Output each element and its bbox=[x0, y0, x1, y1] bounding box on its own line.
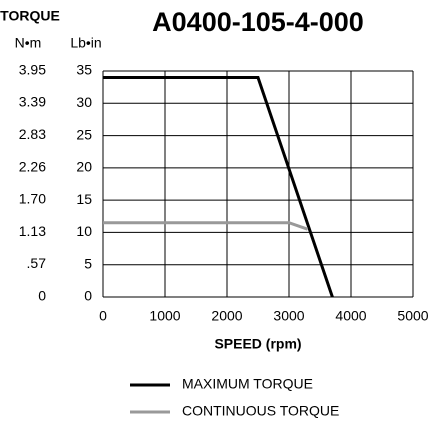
legend-label: MAXIMUM TORQUE bbox=[182, 376, 313, 392]
x-tick-label: 5000 bbox=[397, 308, 428, 324]
y2-tick-label: 3.39 bbox=[19, 94, 46, 110]
y2-tick-label: .57 bbox=[27, 255, 47, 271]
x-tick-label: 0 bbox=[99, 308, 107, 324]
x-tick-label: 4000 bbox=[335, 308, 366, 324]
series-line bbox=[103, 75, 334, 298]
y-tick-label: 10 bbox=[76, 223, 92, 239]
legend-label: CONTINUOUS TORQUE bbox=[182, 403, 339, 419]
y-tick-label: 5 bbox=[84, 255, 92, 271]
y-unit: Lb•in bbox=[70, 35, 101, 51]
y-tick-label: 25 bbox=[76, 126, 92, 142]
y2-tick-label: 1.13 bbox=[19, 223, 46, 239]
y2-tick-label: 0 bbox=[38, 288, 46, 304]
x-tick-label: 3000 bbox=[273, 308, 304, 324]
y2-tick-label: 1.70 bbox=[19, 190, 46, 206]
y2-tick-label: 2.26 bbox=[19, 158, 46, 174]
x-tick-label: 2000 bbox=[211, 308, 242, 324]
x-axis-label: SPEED (rpm) bbox=[214, 336, 301, 352]
chart-title: A0400-105-4-000 bbox=[152, 7, 364, 37]
y-tick-label: 30 bbox=[76, 94, 92, 110]
y2-unit: N•m bbox=[15, 35, 42, 51]
series-line bbox=[103, 221, 309, 231]
y-axis-title: TORQUE bbox=[0, 8, 60, 24]
x-tick-label: 1000 bbox=[149, 308, 180, 324]
y2-tick-label: 2.83 bbox=[19, 126, 46, 142]
y-tick-label: 0 bbox=[84, 288, 92, 304]
y2-tick-label: 3.95 bbox=[19, 62, 46, 78]
y-tick-label: 20 bbox=[76, 159, 92, 175]
y-tick-label: 15 bbox=[76, 191, 92, 207]
y-tick-label: 35 bbox=[76, 62, 92, 78]
